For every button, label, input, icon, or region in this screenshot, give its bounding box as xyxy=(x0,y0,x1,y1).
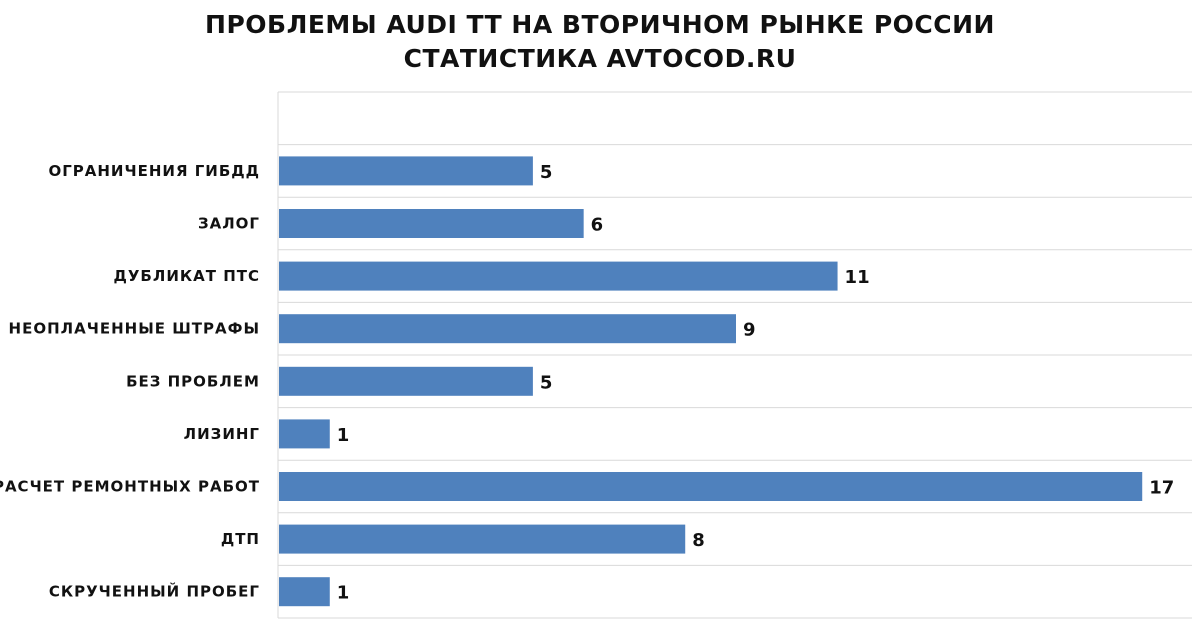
data-label: 8 xyxy=(692,530,705,551)
bar xyxy=(279,577,330,607)
data-label: 1 xyxy=(337,425,350,446)
bar xyxy=(279,209,584,238)
bar xyxy=(279,472,1143,501)
chart-subtitle: СТАТИСТИКА AVTOCOD.RU xyxy=(403,44,797,73)
category-label: НЕОПЛАЧЕННЫЕ ШТРАФЫ xyxy=(9,320,260,338)
data-label: 9 xyxy=(743,320,756,341)
bar xyxy=(279,366,533,396)
bar xyxy=(279,419,330,449)
category-label: БЕЗ ПРОБЛЕМ xyxy=(126,372,260,390)
data-label: 11 xyxy=(845,267,870,288)
data-label: 5 xyxy=(540,372,553,393)
category-label: ДУБЛИКАТ ПТС xyxy=(114,267,261,285)
category-label: ЛИЗИНГ xyxy=(184,425,260,443)
data-label: 1 xyxy=(337,583,350,604)
data-label: 5 xyxy=(540,162,553,183)
bar xyxy=(279,261,838,291)
category-label: ОГРАНИЧЕНИЯ ГИБДД xyxy=(48,162,260,180)
chart-title: ПРОБЛЕМЫ AUDI TT НА ВТОРИЧНОМ РЫНКЕ РОСС… xyxy=(205,10,995,39)
data-label: 6 xyxy=(591,215,604,236)
category-label: ЗАЛОГ xyxy=(198,215,260,233)
bar xyxy=(279,156,533,186)
category-label: ДТП xyxy=(221,530,260,548)
category-label: РАСЧЕТ РЕМОНТНЫХ РАБОТ xyxy=(0,478,260,496)
bar xyxy=(279,314,736,344)
bar xyxy=(279,524,686,554)
category-label: СКРУЧЕННЫЙ ПРОБЕГ xyxy=(49,582,260,601)
data-label: 17 xyxy=(1149,478,1174,499)
